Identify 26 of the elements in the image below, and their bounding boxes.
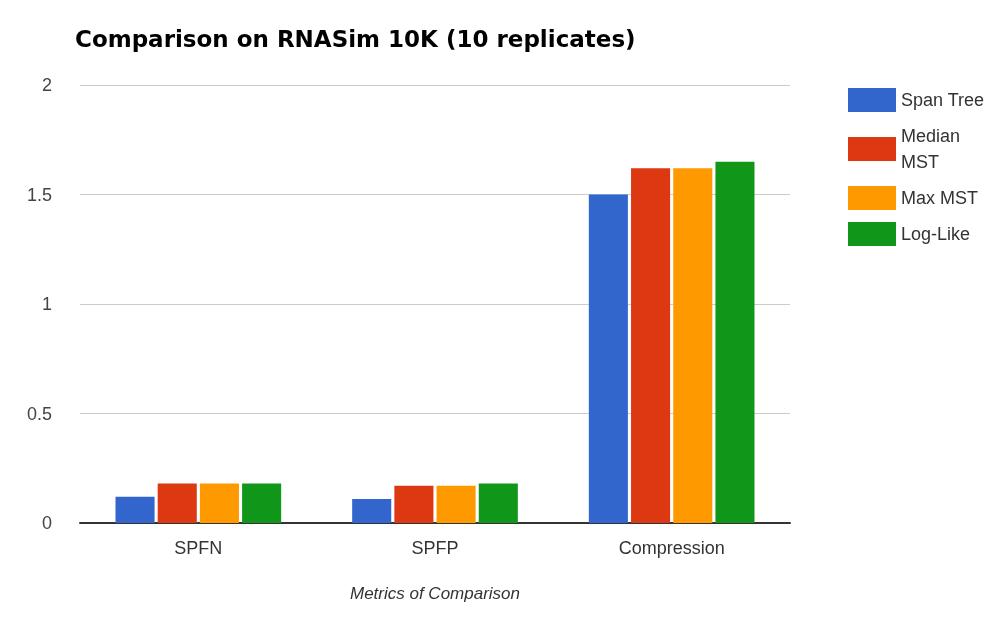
bar	[673, 168, 713, 523]
bar	[157, 483, 197, 523]
legend-label: Median MST	[901, 126, 966, 172]
bar	[242, 483, 282, 523]
bar	[588, 194, 628, 523]
bar	[199, 483, 239, 523]
x-tick-label: SPFP	[411, 538, 459, 558]
legend-label: Log-Like	[901, 224, 971, 244]
y-tick-label: 1.5	[26, 184, 52, 205]
bar	[436, 485, 476, 523]
legend-label: Max MST	[901, 188, 979, 208]
y-tick-label: 2	[41, 75, 52, 95]
bar	[631, 168, 671, 523]
bar	[394, 485, 434, 523]
chart-title: Comparison on RNASim 10K (10 replicates)	[75, 25, 636, 52]
bar	[352, 498, 392, 523]
x-tick-label: Compression	[618, 538, 725, 558]
bar	[478, 483, 518, 523]
bar	[115, 496, 155, 523]
bar	[715, 161, 755, 523]
x-tick-label: SPFN	[174, 538, 223, 558]
x-axis-title: Metrics of Comparison	[349, 584, 521, 603]
y-tick-label: 1	[41, 294, 52, 314]
legend-label: Span Tree	[901, 90, 985, 110]
y-tick-label: 0	[41, 513, 52, 533]
y-tick-label: 0.5	[26, 403, 52, 424]
